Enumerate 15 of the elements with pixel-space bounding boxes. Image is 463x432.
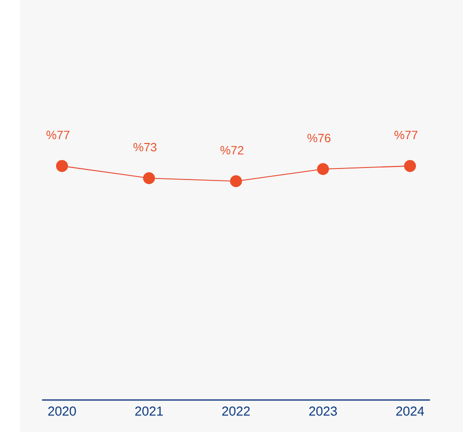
data-label: %77	[46, 130, 70, 140]
point	[230, 175, 242, 188]
x-tick-label: 2023	[309, 406, 337, 416]
data-label: %76	[307, 134, 330, 142]
point	[143, 172, 155, 184]
x-tick-label: 2020	[48, 406, 76, 416]
data-label: %72	[220, 146, 244, 154]
data-label: %73	[133, 142, 156, 152]
point	[404, 160, 416, 172]
data-label: %77	[394, 130, 418, 140]
x-tick-label: 2024	[396, 406, 424, 416]
point	[317, 163, 329, 175]
point	[56, 160, 68, 172]
x-tick-label: 2021	[135, 406, 163, 416]
x-tick-label: 2022	[222, 406, 250, 416]
